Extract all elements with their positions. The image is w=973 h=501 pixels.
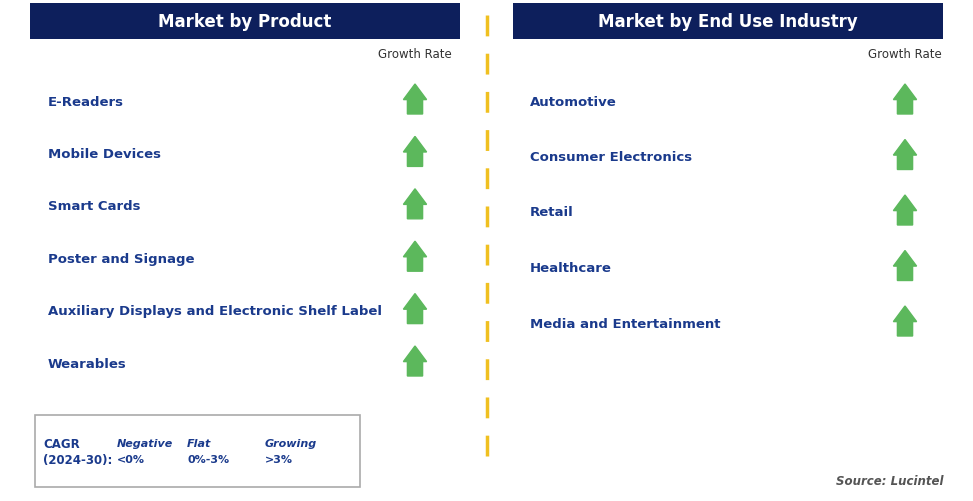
Text: Source: Lucintel: Source: Lucintel bbox=[836, 474, 943, 487]
Text: Growth Rate: Growth Rate bbox=[378, 48, 451, 61]
Text: Poster and Signage: Poster and Signage bbox=[48, 252, 195, 265]
Bar bbox=[35, 415, 360, 487]
Polygon shape bbox=[893, 251, 917, 281]
Text: Growth Rate: Growth Rate bbox=[868, 48, 942, 61]
Text: CAGR: CAGR bbox=[43, 438, 80, 450]
Polygon shape bbox=[404, 137, 426, 167]
Polygon shape bbox=[404, 294, 426, 324]
Text: (2024-30):: (2024-30): bbox=[43, 453, 112, 466]
Polygon shape bbox=[294, 439, 312, 463]
Polygon shape bbox=[235, 439, 249, 463]
Text: >3%: >3% bbox=[265, 454, 293, 464]
Polygon shape bbox=[893, 85, 917, 115]
Text: Healthcare: Healthcare bbox=[530, 262, 612, 275]
Text: Market by Product: Market by Product bbox=[159, 13, 332, 31]
Text: Market by End Use Industry: Market by End Use Industry bbox=[598, 13, 858, 31]
Polygon shape bbox=[893, 307, 917, 336]
Text: Growing: Growing bbox=[265, 438, 317, 448]
Bar bbox=[513, 4, 943, 40]
Bar bbox=[30, 4, 460, 40]
Polygon shape bbox=[404, 241, 426, 272]
Text: Retail: Retail bbox=[530, 206, 574, 219]
Polygon shape bbox=[404, 189, 426, 219]
Text: E-Readers: E-Readers bbox=[48, 95, 124, 108]
Polygon shape bbox=[160, 437, 178, 461]
Text: Negative: Negative bbox=[117, 438, 173, 448]
Text: 0%-3%: 0%-3% bbox=[187, 454, 229, 464]
Text: <0%: <0% bbox=[117, 454, 145, 464]
Text: Flat: Flat bbox=[187, 438, 211, 448]
Polygon shape bbox=[404, 85, 426, 115]
Text: Wearables: Wearables bbox=[48, 357, 126, 370]
Text: Media and Entertainment: Media and Entertainment bbox=[530, 317, 720, 330]
Text: Mobile Devices: Mobile Devices bbox=[48, 148, 161, 161]
Polygon shape bbox=[404, 346, 426, 376]
Text: Smart Cards: Smart Cards bbox=[48, 200, 140, 213]
Polygon shape bbox=[219, 443, 235, 459]
Text: Auxiliary Displays and Electronic Shelf Label: Auxiliary Displays and Electronic Shelf … bbox=[48, 305, 382, 318]
Text: Consumer Electronics: Consumer Electronics bbox=[530, 151, 692, 164]
Polygon shape bbox=[893, 195, 917, 225]
Polygon shape bbox=[893, 140, 917, 170]
Text: Automotive: Automotive bbox=[530, 95, 617, 108]
